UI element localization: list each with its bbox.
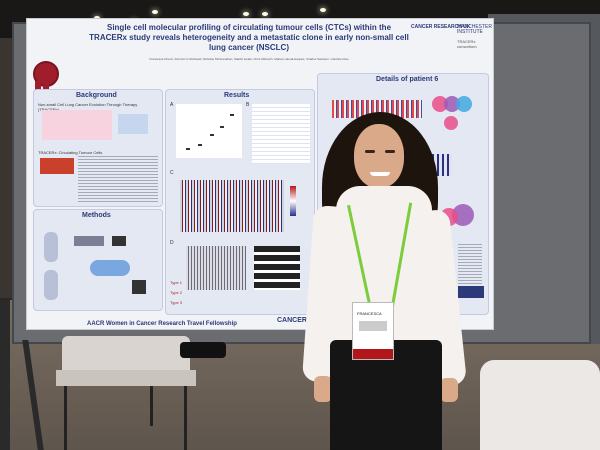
figure-label-c: C [170, 170, 174, 176]
ceiling-light [243, 12, 249, 16]
methods-heading: Methods [82, 212, 111, 219]
badge-name: FRANCESCA [357, 311, 382, 316]
type-label: Type 1 [170, 280, 183, 285]
trial-icon [118, 114, 148, 134]
heatmap-legend [290, 186, 296, 216]
type-label: Type 3 [170, 300, 183, 305]
background-text [78, 156, 158, 202]
poster-footer-logo: CANCER UK [277, 317, 319, 324]
equipment-icon [112, 236, 126, 246]
background-panel: Background Non-small Cell Lung Cancer Ev… [33, 89, 163, 207]
tracerx-ctc-heading: TRACERx: Circulating Tumour Cells [38, 150, 103, 155]
ceiling-light [152, 10, 158, 14]
board-stand-leg [0, 300, 10, 450]
poster-authors: Francesca Chemi, Dominic G Rothwell, Nic… [149, 57, 349, 61]
results-table [252, 104, 310, 164]
trial-diagram [42, 110, 112, 140]
details-text [458, 244, 482, 284]
cnv-plot [186, 246, 246, 290]
scatter-plot [176, 104, 242, 158]
ceiling-light [262, 12, 268, 16]
lung-diagram [40, 158, 74, 174]
background-subheading: Non-small Cell Lung Cancer Evolution Thr… [38, 102, 138, 112]
details-logo [458, 286, 484, 298]
distant-person [180, 342, 226, 358]
poster-title: Single cell molecular profiling of circu… [89, 23, 409, 52]
presenter-hand [314, 376, 332, 402]
equipment-icon [132, 280, 146, 294]
presenter-hand [440, 378, 458, 402]
methods-panel: Methods [33, 209, 163, 311]
results-heading: Results [224, 92, 250, 99]
chair [480, 360, 600, 450]
presenter-face [354, 124, 404, 188]
figure-label-d: D [170, 240, 174, 246]
patient-figure-icon [44, 270, 58, 300]
ceiling-light [320, 8, 326, 12]
cell-images [254, 246, 300, 290]
name-badge: FRANCESCA [352, 302, 394, 360]
venn-circle [452, 204, 474, 226]
cancer-research-logo: CANCER RESEARCH UK [411, 24, 471, 30]
tracerx-logo: TRACERx consortium [457, 39, 477, 49]
phylogeny-heatmap [332, 100, 422, 118]
manchester-logo: MANCHESTER INSTITUTE [457, 24, 493, 35]
heatmap [180, 180, 284, 232]
equipment-icon [74, 236, 104, 246]
workflow-node [90, 260, 130, 276]
results-panel: Results A B C D Type 1 Type 2 Type 3 [165, 89, 315, 315]
figure-label-b: B [246, 102, 250, 108]
type-label: Type 2 [170, 290, 183, 295]
venn-circle [456, 96, 472, 112]
venn-circle [444, 116, 458, 130]
patient-figure-icon [44, 232, 58, 262]
details-heading: Details of patient 6 [376, 76, 439, 83]
poster-footer: AACR Women in Cancer Research Travel Fel… [87, 321, 237, 327]
figure-label-a: A [170, 102, 174, 108]
background-heading: Background [76, 92, 117, 99]
